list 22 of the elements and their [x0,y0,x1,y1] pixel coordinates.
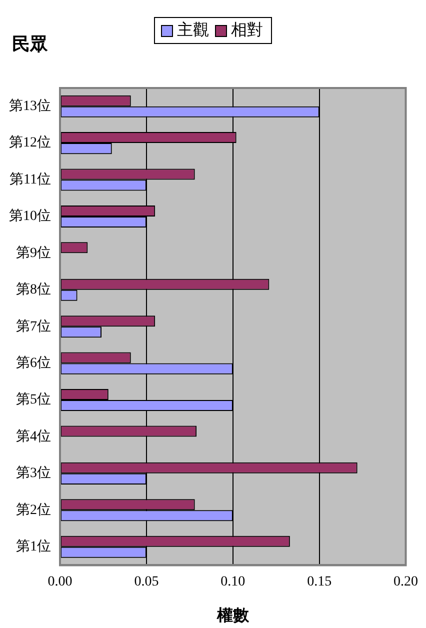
y-tick-label: 第2位 [16,502,51,518]
legend-label: 主觀 [177,20,209,41]
y-tick-label: 第6位 [16,354,51,371]
x-tick-label: 0.10 [220,574,246,590]
x-tick-label: 0.15 [307,574,332,590]
x-tick-label: 0.05 [134,574,159,590]
y-tick-label: 第3位 [16,465,51,482]
y-tick-label: 第13位 [9,98,51,114]
x-tick-label: 0.20 [394,574,418,590]
y-tick-label: 第12位 [9,134,51,151]
x-axis-title: 權數 [216,606,250,624]
y-tick-label: 第11位 [10,171,51,188]
y-tick-label: 第10位 [9,208,51,224]
x-tick-label: 0.00 [48,574,72,590]
y-axis-title: 民眾 [12,34,48,54]
legend-label: 相對 [231,20,263,41]
y-tick-label: 第9位 [16,244,51,261]
y-tick-label: 第5位 [16,392,51,408]
y-tick-label: 第8位 [16,282,51,298]
y-tick-label: 第1位 [16,538,51,555]
y-tick-label: 第4位 [16,428,51,444]
y-tick-label: 第7位 [16,318,51,334]
